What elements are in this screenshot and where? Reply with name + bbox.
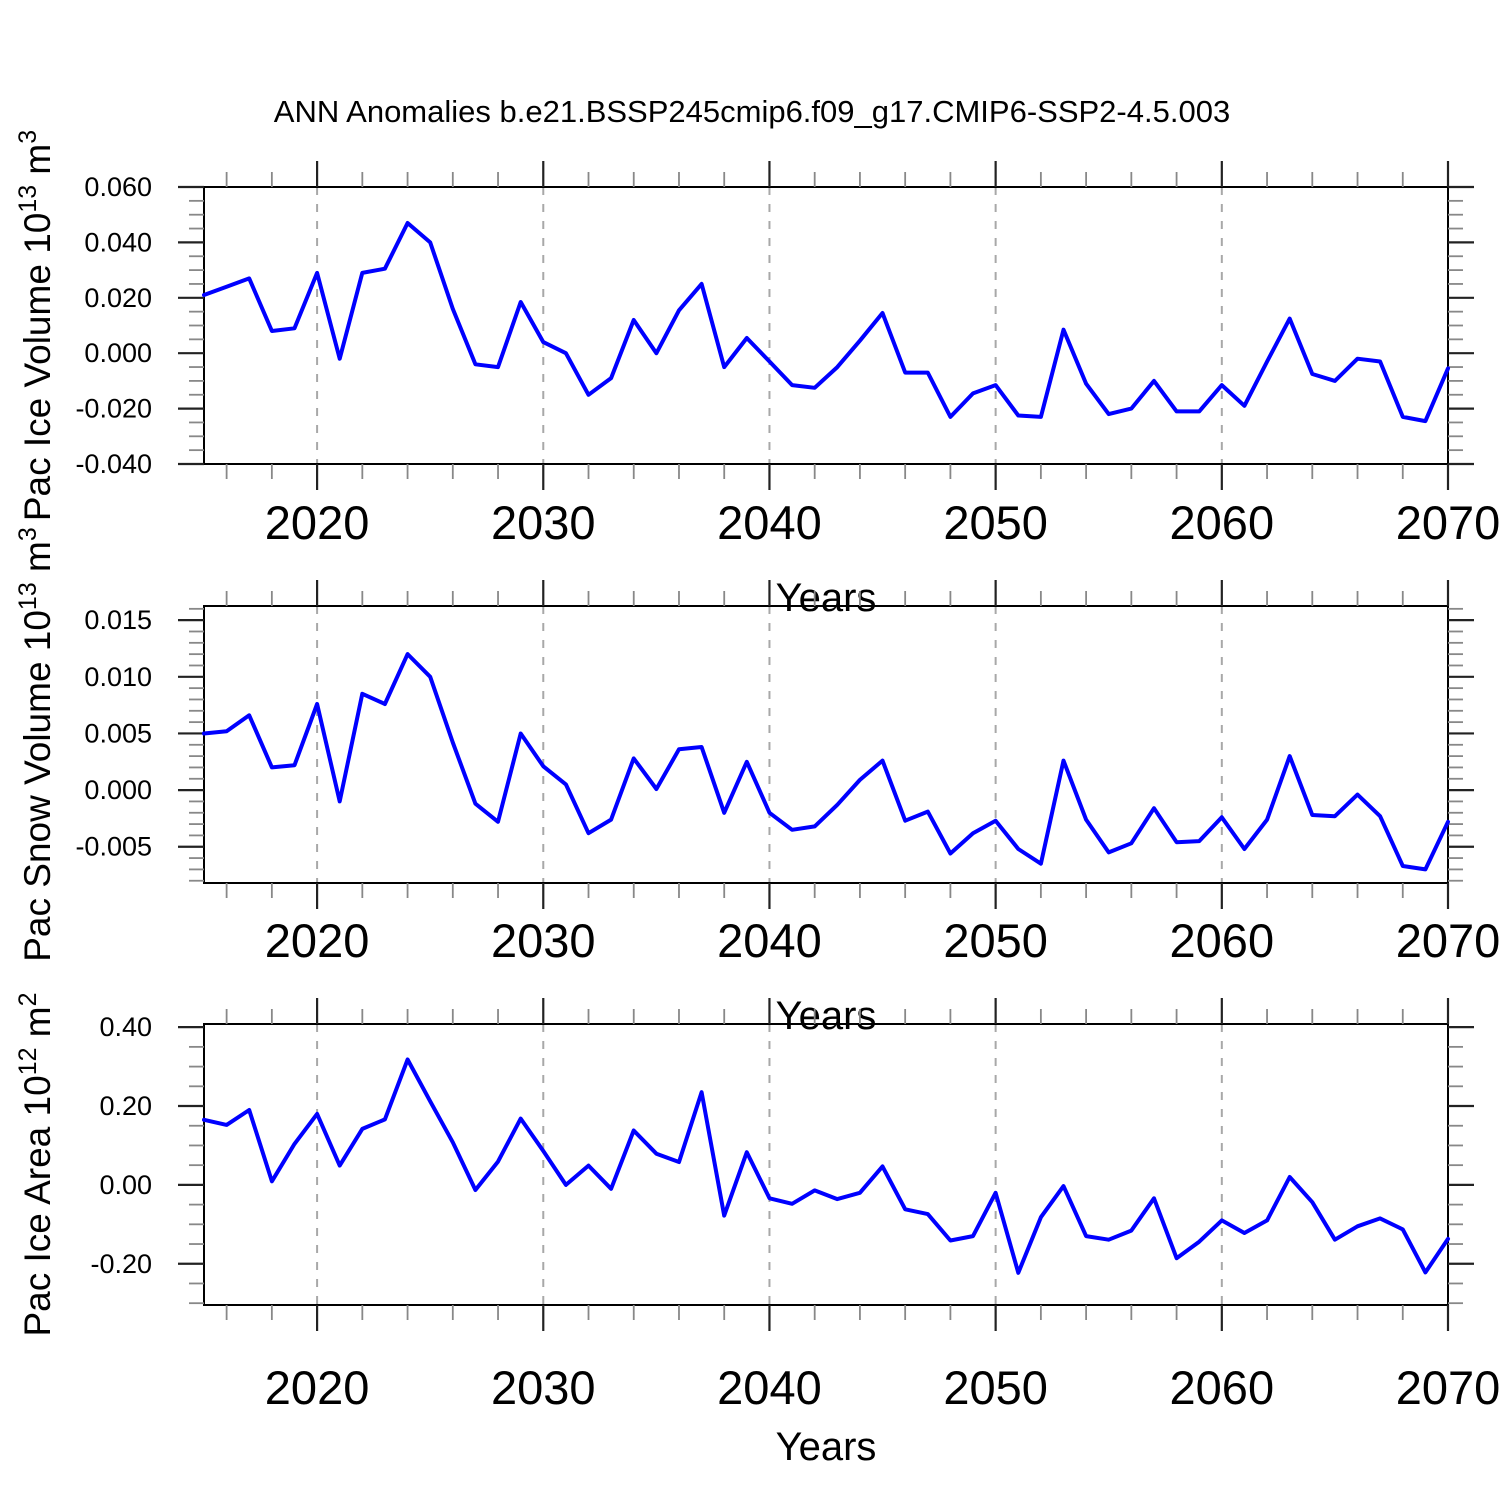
y-tick-label: 0.015 xyxy=(84,605,152,635)
x-tick-label: 2040 xyxy=(717,914,822,967)
y-axis-title: Pac Ice Volume 1013 m3 xyxy=(14,130,58,521)
y-tick-label: 0.005 xyxy=(84,718,152,748)
plot-frame xyxy=(203,605,1449,884)
y-tick-label: 0.000 xyxy=(84,338,152,368)
y-axis-title-unit: m xyxy=(17,1006,58,1047)
y-axis-title-base: Pac Snow Volume 10 xyxy=(17,610,58,962)
y-axis-title: Pac Ice Area 1012 m2 xyxy=(14,992,58,1336)
x-tick-label: 2050 xyxy=(943,914,1048,967)
x-tick-label: 2040 xyxy=(717,496,822,549)
panel-pac-snow-volume-10: 2020 2030 2040 2050 2060 2070 0.015 0.010 0.005 0… xyxy=(14,527,1500,1038)
x-tick-label: 2030 xyxy=(491,1361,596,1414)
series-line xyxy=(202,652,1450,872)
x-tick-label: 2060 xyxy=(1170,496,1275,549)
x-tick-label: 2050 xyxy=(943,1361,1048,1414)
y-tick-label: 0.020 xyxy=(84,283,152,313)
y-axis-title-unit-exponent: 3 xyxy=(14,527,42,541)
y-tick-label: 0.010 xyxy=(84,662,152,692)
y-tick-label: 0.40 xyxy=(99,1012,152,1042)
x-tick-label: 2070 xyxy=(1396,914,1500,967)
y-tick-label: 0.000 xyxy=(84,775,152,805)
y-tick-label: 0.060 xyxy=(84,172,152,202)
x-tick-label: 2060 xyxy=(1170,1361,1275,1414)
series-line xyxy=(202,221,1450,424)
y-axis-title-unit: m xyxy=(17,144,58,185)
x-tick-label: 2020 xyxy=(265,1361,370,1414)
y-tick-label: -0.040 xyxy=(75,449,152,479)
y-axis-title: Pac Snow Volume 1013 m3 xyxy=(14,527,58,962)
y-axis-title-exponent: 13 xyxy=(14,582,42,610)
x-tick-label: 2070 xyxy=(1396,496,1500,549)
y-tick-label: 0.00 xyxy=(99,1170,152,1200)
plot-frame xyxy=(203,1023,1449,1306)
figure-title: ANN Anomalies b.e21.BSSP245cmip6.f09_g17… xyxy=(273,94,1231,129)
y-axis-title-unit: m xyxy=(17,541,58,582)
y-axis-title-unit-exponent: 3 xyxy=(14,130,42,144)
y-tick-label: -0.020 xyxy=(75,394,152,424)
x-tick-label: 2030 xyxy=(491,914,596,967)
x-tick-label: 2020 xyxy=(265,914,370,967)
y-tick-label: -0.005 xyxy=(75,832,152,862)
plot-frame xyxy=(203,186,1449,465)
series-line xyxy=(202,1057,1450,1275)
y-tick-label: 0.20 xyxy=(99,1091,152,1121)
y-axis-title-base: Pac Ice Volume 10 xyxy=(17,213,58,522)
x-tick-label: 2060 xyxy=(1170,914,1275,967)
panel-pac-ice-volume-10: 2020 2030 2040 2050 2060 2070 0.060 0.040 0.020 0… xyxy=(14,130,1500,620)
panel-pac-ice-area-10: 2020 2030 2040 2050 2060 2070 0.40 0.20 0.00 -0.2… xyxy=(14,992,1500,1469)
x-tick-label: 2030 xyxy=(491,496,596,549)
y-tick-label: -0.20 xyxy=(90,1249,152,1279)
y-axis-title-base: Pac Ice Area 10 xyxy=(17,1075,58,1336)
x-tick-label: 2020 xyxy=(265,496,370,549)
y-tick-label: 0.040 xyxy=(84,227,152,257)
y-axis-title-exponent: 13 xyxy=(14,185,42,213)
x-tick-label: 2070 xyxy=(1396,1361,1500,1414)
x-axis-title: Years xyxy=(776,994,877,1038)
y-axis-title-exponent: 12 xyxy=(14,1047,42,1075)
y-axis-title-unit-exponent: 2 xyxy=(14,992,42,1006)
x-axis-title: Years xyxy=(776,1425,877,1469)
x-tick-label: 2050 xyxy=(943,496,1048,549)
x-axis-title: Years xyxy=(776,576,877,620)
x-tick-label: 2040 xyxy=(717,1361,822,1414)
